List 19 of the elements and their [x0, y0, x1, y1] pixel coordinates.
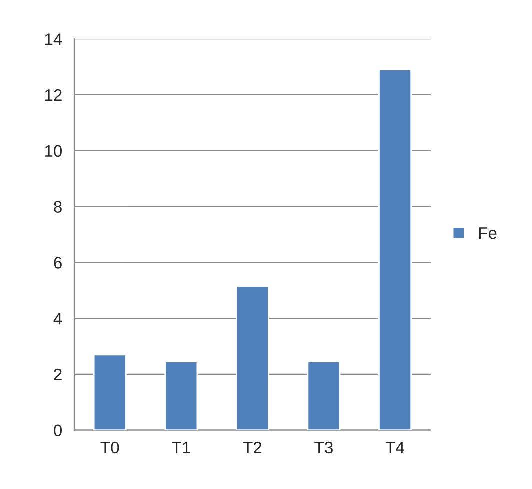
- x-tick-label: T0: [100, 442, 120, 454]
- bar: [93, 354, 127, 430]
- bar: [236, 286, 270, 430]
- y-tick-label: 6: [54, 257, 62, 269]
- y-tick-label: 10: [45, 145, 62, 158]
- x-tick-label: T1: [172, 442, 190, 454]
- x-tick-label: T4: [386, 442, 405, 454]
- y-tick-label: 4: [54, 313, 62, 325]
- y-tick-label: 12: [45, 89, 62, 102]
- x-tick-label: T2: [243, 442, 262, 454]
- y-tick-label: 2: [54, 368, 62, 380]
- bar: [378, 69, 412, 430]
- y-tick-label: 14: [45, 34, 62, 46]
- x-tick-label: T3: [314, 442, 333, 454]
- legend-label: Fe: [479, 228, 497, 240]
- y-tick-label: 0: [54, 424, 62, 437]
- bar: [307, 361, 341, 430]
- y-tick-label: 8: [54, 201, 62, 213]
- bar: [164, 361, 198, 430]
